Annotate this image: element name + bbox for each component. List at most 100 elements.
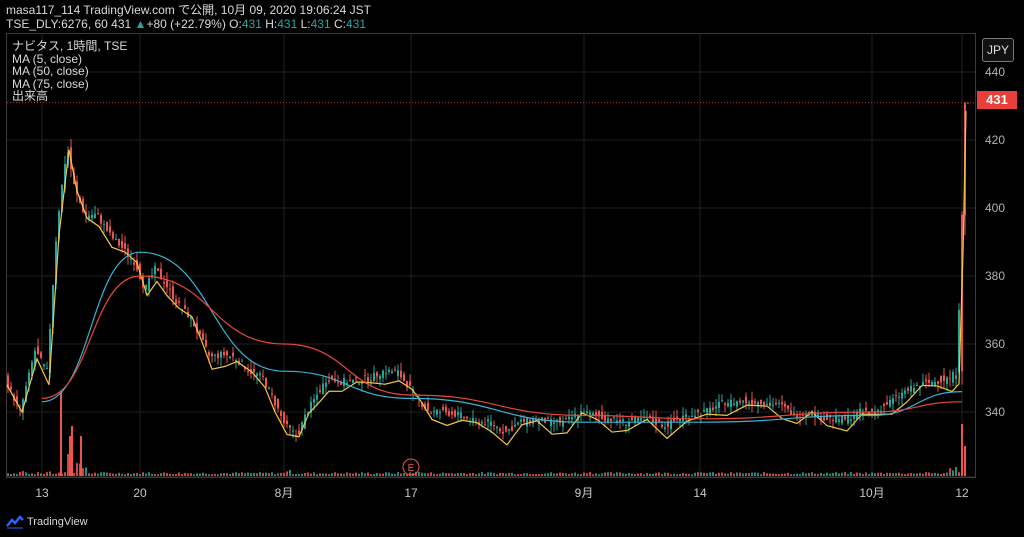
volume-bar xyxy=(283,472,285,476)
candle xyxy=(406,380,408,388)
volume-bar xyxy=(187,473,189,476)
candle xyxy=(775,402,777,405)
candle xyxy=(100,215,102,224)
candle xyxy=(160,268,162,280)
candle xyxy=(103,224,105,226)
candle xyxy=(922,381,924,386)
volume-bar xyxy=(64,472,66,476)
publisher-name[interactable]: masa117_114 xyxy=(6,3,81,17)
volume-bar xyxy=(586,473,588,476)
candle xyxy=(148,278,150,291)
last-price-label: 431 xyxy=(977,91,1017,109)
candle xyxy=(784,403,786,407)
legend-ma5[interactable]: MA (5, close) xyxy=(12,51,83,66)
volume-bar xyxy=(733,473,735,476)
candle xyxy=(328,380,330,382)
volume-bar xyxy=(487,472,489,476)
candle xyxy=(463,417,465,419)
volume-bar xyxy=(121,473,123,476)
volume-bar xyxy=(304,472,306,476)
volume-bar xyxy=(80,436,82,476)
volume-bar xyxy=(832,473,834,476)
candle xyxy=(172,286,174,300)
volume-bar xyxy=(598,474,600,476)
candle xyxy=(121,240,123,248)
legend-ma50[interactable]: MA (50, close) xyxy=(12,64,89,78)
candle xyxy=(253,369,255,372)
candle xyxy=(652,416,654,423)
candle xyxy=(823,417,825,421)
candle xyxy=(640,418,642,421)
currency-button[interactable]: JPY xyxy=(982,38,1014,62)
candle xyxy=(244,367,246,370)
tradingview-brand[interactable]: TradingView xyxy=(6,515,88,529)
candle xyxy=(715,406,717,409)
candle xyxy=(364,375,366,377)
candle xyxy=(91,214,93,219)
candle xyxy=(691,415,693,417)
candle xyxy=(967,102,969,104)
volume-bar xyxy=(196,473,198,476)
candle xyxy=(604,415,606,421)
candle xyxy=(367,377,369,382)
volume-bar xyxy=(109,473,111,476)
volume-bar xyxy=(661,474,663,476)
volume-bar xyxy=(736,472,738,476)
candle xyxy=(610,418,612,422)
volume-bar xyxy=(787,472,789,476)
volume-bar xyxy=(271,472,273,476)
candle xyxy=(937,381,939,384)
candle xyxy=(649,415,651,419)
volume-bar xyxy=(205,473,207,476)
volume-bar xyxy=(751,472,753,476)
volume-bar xyxy=(913,473,915,476)
candle xyxy=(400,370,402,378)
volume-bar xyxy=(88,473,90,476)
volume-bar xyxy=(706,473,708,476)
volume-bar xyxy=(565,473,567,476)
volume-bar xyxy=(853,473,855,476)
volume-bar xyxy=(175,473,177,476)
volume-bar xyxy=(388,472,390,476)
candle xyxy=(343,378,345,387)
volume-bar xyxy=(481,472,483,476)
volume-bar xyxy=(442,472,444,476)
volume-bar xyxy=(631,473,633,476)
volume-bar xyxy=(496,474,498,476)
volume-bar xyxy=(43,473,45,476)
candle xyxy=(55,241,57,284)
volume-bar xyxy=(424,473,426,476)
volume-bar xyxy=(106,472,108,476)
legend-volume[interactable]: 出来高 xyxy=(12,89,49,103)
volume-bar xyxy=(916,473,918,476)
volume-bar xyxy=(574,472,576,476)
candle xyxy=(460,412,462,418)
legend-ma75[interactable]: MA (75, close) xyxy=(12,76,89,91)
volume-bar xyxy=(724,473,726,476)
candle xyxy=(781,402,783,405)
volume-bar xyxy=(7,473,9,476)
candle xyxy=(457,412,459,416)
volume-bar xyxy=(559,472,561,476)
x-tick-label: 20 xyxy=(133,486,147,500)
volume-bar xyxy=(688,474,690,476)
candle xyxy=(109,226,111,233)
candle xyxy=(559,417,561,423)
candle xyxy=(199,330,201,335)
y-tick-label: 340 xyxy=(985,405,1005,419)
volume-bar xyxy=(814,473,816,476)
candle xyxy=(445,407,447,413)
candle xyxy=(796,415,798,419)
candle xyxy=(598,410,600,417)
candle xyxy=(427,402,429,411)
low-value: 431 xyxy=(310,17,331,31)
volume-bar xyxy=(454,473,456,476)
candle xyxy=(847,414,849,424)
volume-bar xyxy=(562,472,564,476)
volume-bar xyxy=(922,473,924,476)
volume-bar xyxy=(151,473,153,476)
volume-bar xyxy=(820,472,822,476)
volume-bar xyxy=(919,472,921,476)
volume-bar xyxy=(352,473,354,476)
